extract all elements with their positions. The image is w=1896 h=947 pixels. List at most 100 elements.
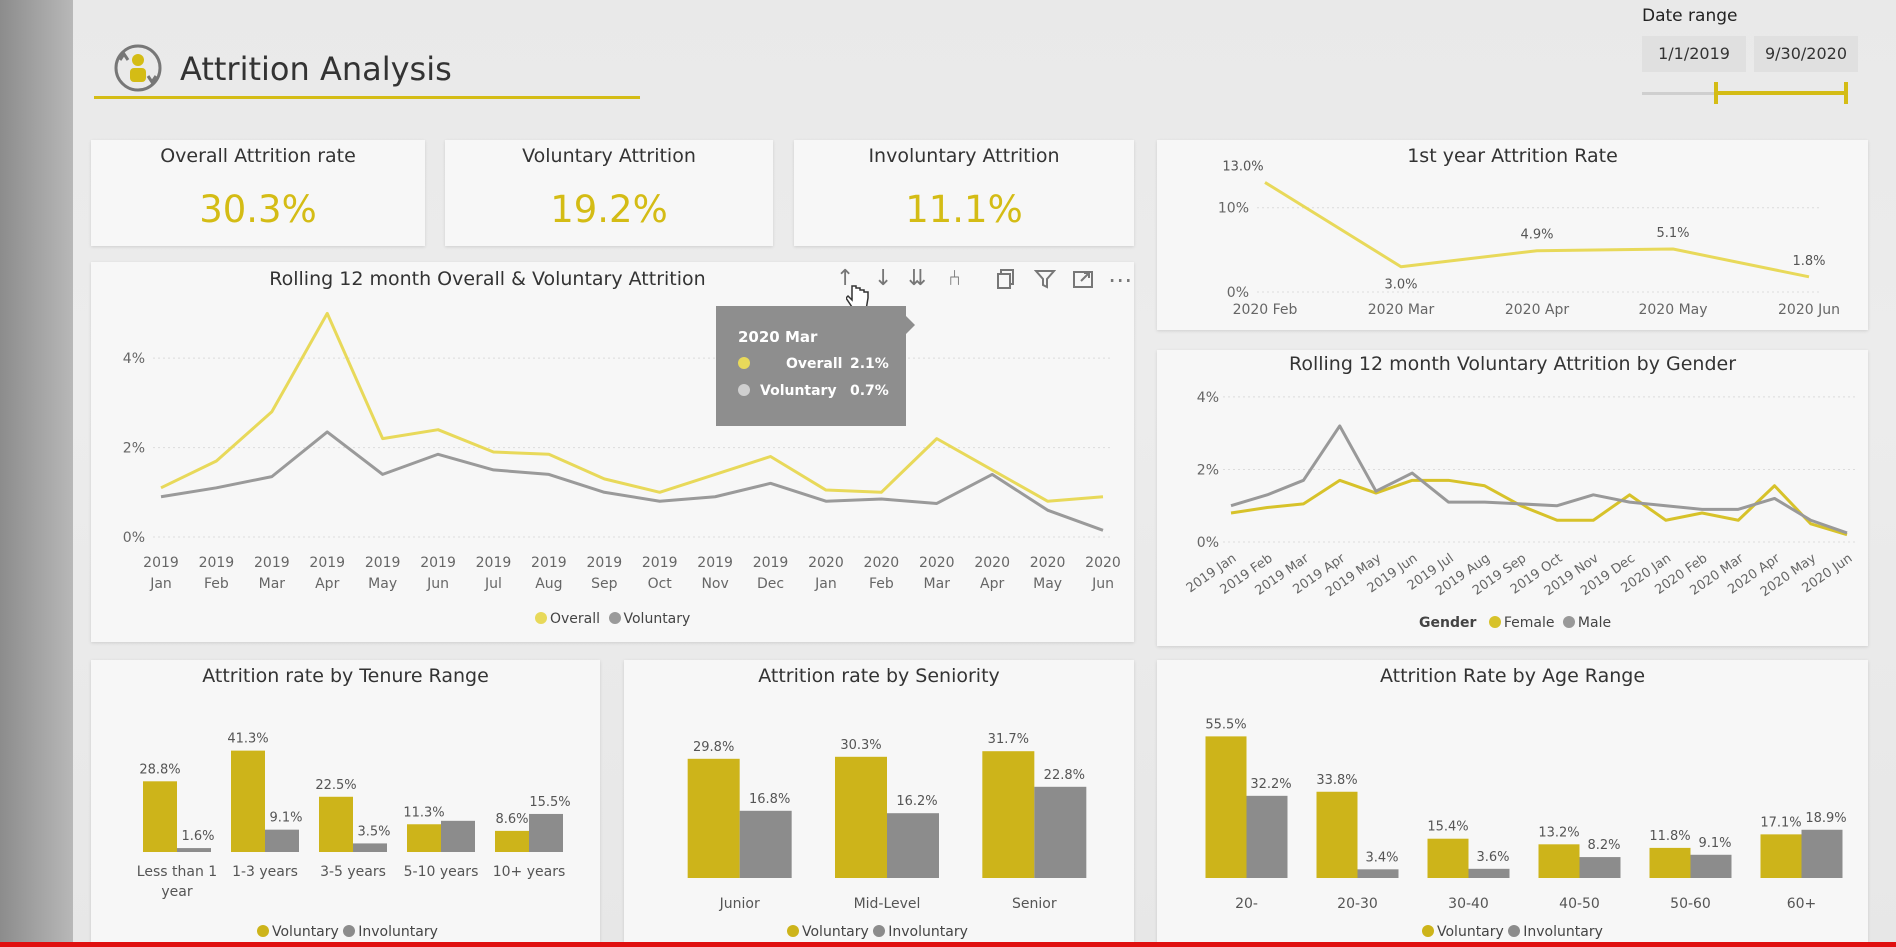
data-label: 15.4% (1427, 820, 1468, 835)
overall-line (160, 311, 1104, 503)
x-tick-label: 2019 (420, 555, 456, 571)
chart-tooltip: 2020 Mar Overall 2.1% Voluntary 0.7% (716, 306, 915, 426)
x-tick-label: 1-3 years (232, 864, 298, 880)
x-tick-label: 3-5 years (320, 864, 386, 880)
involuntary-bar (441, 820, 475, 852)
gender-legend: Gender Female Male (1419, 615, 1611, 631)
x-tick-label: 20- (1235, 896, 1258, 912)
rolling-legend: Overall Voluntary (535, 611, 690, 627)
first-year-attrition-chart[interactable]: 0% 10% 2020 Feb 2020 Mar 2020 Apr 2020 May 202… (1157, 140, 1868, 330)
date-start-input[interactable]: 1/1/2019 (1642, 36, 1746, 72)
legend-item-overall[interactable]: Overall (535, 611, 600, 627)
legend-dot-icon (1488, 616, 1501, 628)
filter-icon[interactable] (1034, 268, 1056, 290)
voluntary-bar (835, 756, 887, 878)
tooltip-value: 0.7% (850, 383, 889, 399)
legend-label: Male (1577, 615, 1612, 631)
legend-item-voluntary[interactable]: Voluntary (257, 924, 339, 940)
arrow-down-icon[interactable]: ↓ (874, 266, 893, 291)
y-tick-label: 0% (1227, 285, 1249, 301)
copy-icon[interactable] (996, 268, 1018, 290)
x-tick-label: Junior (719, 896, 760, 912)
legend-item-voluntary[interactable]: Voluntary (608, 611, 690, 627)
seniority-legend: Voluntary Involuntary (787, 924, 968, 940)
legend-item-female[interactable]: Female (1488, 615, 1554, 631)
voluntary-bar (1649, 847, 1691, 878)
x-tick-label: 2020 Feb (1233, 302, 1298, 318)
voluntary-bar (1205, 736, 1247, 878)
x-tick-label: 2020 Apr (1505, 302, 1570, 318)
x-tick-label: year (161, 884, 192, 900)
double-arrow-down-icon[interactable]: ⇊ (908, 266, 927, 291)
legend-item-involuntary[interactable]: Involuntary (1508, 924, 1603, 940)
data-label: 8.6% (495, 812, 528, 827)
date-slider-fill (1716, 91, 1846, 95)
data-label: 13.0% (1222, 159, 1263, 174)
date-end-input[interactable]: 9/30/2020 (1754, 36, 1858, 72)
data-label: 16.2% (896, 794, 937, 809)
rolling-attrition-visual[interactable]: Rolling 12 month Overall & Voluntary Att… (91, 262, 1134, 642)
video-progress-bar[interactable] (0, 942, 1896, 947)
date-slider-end-handle[interactable] (1844, 82, 1848, 104)
y-tick-label: 0% (123, 530, 145, 546)
tenure-legend: Voluntary Involuntary (257, 924, 438, 940)
involuntary-bar (1690, 854, 1732, 878)
y-tick-label: 10% (1218, 201, 1249, 217)
dot-icon (738, 384, 750, 396)
data-label: 15.5% (529, 795, 570, 810)
chart-title: Rolling 12 month Voluntary Attrition by … (1288, 353, 1737, 375)
legend-item-involuntary[interactable]: Involuntary (343, 924, 438, 940)
legend-item-voluntary[interactable]: Voluntary (787, 924, 869, 940)
legend-dot-icon (787, 925, 799, 937)
voluntary-bar (495, 830, 529, 852)
rolling-attrition-chart[interactable]: 0% 2% 4% 2019 Jan 2019 Feb 2019 Mar 2019 Apr 2019 Ma… (91, 262, 1134, 642)
x-tick-label: 2019 (697, 555, 733, 571)
seniority-attrition-chart[interactable]: 29.8% 16.8% Junior 30.3% 16.2% Mid-Level 31.7%… (624, 660, 1134, 942)
x-tick-label: 2020 (808, 555, 844, 571)
legend-item-voluntary[interactable]: Voluntary (1422, 924, 1504, 940)
chart-title: 1st year Attrition Rate (1407, 145, 1618, 167)
kpi-card-involuntary[interactable]: Involuntary Attrition 11.1% (794, 140, 1134, 246)
kpi-card-voluntary[interactable]: Voluntary Attrition 19.2% (445, 140, 773, 246)
seniority-attrition-visual[interactable]: Attrition rate by Seniority 29.8% 16.8% Ju… (624, 660, 1134, 942)
x-tick-label: 60+ (1787, 896, 1817, 912)
involuntary-bar (887, 813, 939, 878)
involuntary-bar (1579, 857, 1621, 878)
age-attrition-chart[interactable]: 55.5% 32.2% 20- 33.8% 3.4% 20-30 15.4% 3.6% 30-4… (1157, 660, 1868, 942)
date-slider-start-handle[interactable] (1714, 82, 1718, 104)
x-tick-label: 2019 (531, 555, 567, 571)
tooltip-label: Voluntary (760, 383, 837, 399)
chart-title: Attrition rate by Tenure Range (202, 665, 489, 687)
first-year-attrition-visual[interactable]: 1st year Attrition Rate 0% 10% 2020 Feb 202… (1157, 140, 1868, 330)
expand-hierarchy-icon[interactable]: ⑃ (948, 266, 962, 291)
kpi-card-overall[interactable]: Overall Attrition rate 30.3% (91, 140, 425, 246)
data-label: 22.8% (1044, 768, 1085, 783)
data-label: 13.2% (1538, 825, 1579, 840)
legend-item-male[interactable]: Male (1562, 615, 1612, 631)
data-label: 3.6% (1476, 850, 1509, 865)
gender-attrition-visual[interactable]: Rolling 12 month Voluntary Attrition by … (1157, 350, 1868, 646)
data-label: 18.9% (1805, 811, 1846, 826)
x-tick-label: Dec (757, 576, 784, 592)
tenure-attrition-visual[interactable]: Attrition rate by Tenure Range 28.8% 1.6%… (91, 660, 600, 942)
y-tick-label: 4% (123, 351, 145, 367)
data-label: 33.8% (1316, 773, 1357, 788)
legend-item-involuntary[interactable]: Involuntary (873, 924, 968, 940)
title-underline (94, 96, 640, 99)
tenure-attrition-chart[interactable]: 28.8% 1.6% Less than 1 year 41.3% 9.1% 1-3 yea… (91, 660, 600, 942)
focus-mode-icon[interactable] (1072, 268, 1094, 290)
x-tick-label: Nov (701, 576, 728, 592)
kpi-title: Voluntary Attrition (522, 145, 696, 167)
x-tick-label: Mar (259, 576, 286, 592)
x-tick-label: 2020 May (1638, 302, 1707, 318)
age-attrition-visual[interactable]: Attrition Rate by Age Range 55.5% 32.2% 20… (1157, 660, 1868, 942)
voluntary-bar (407, 824, 441, 852)
involuntary-bar (1468, 868, 1510, 878)
x-tick-label: Mar (924, 576, 951, 592)
arrow-up-icon[interactable]: ↑ (836, 266, 855, 291)
chart-title: Attrition rate by Seniority (758, 665, 1000, 687)
more-options-icon[interactable]: ⋯ (1108, 266, 1132, 294)
dot-icon (738, 357, 750, 369)
x-tick-label: Oct (648, 576, 673, 592)
